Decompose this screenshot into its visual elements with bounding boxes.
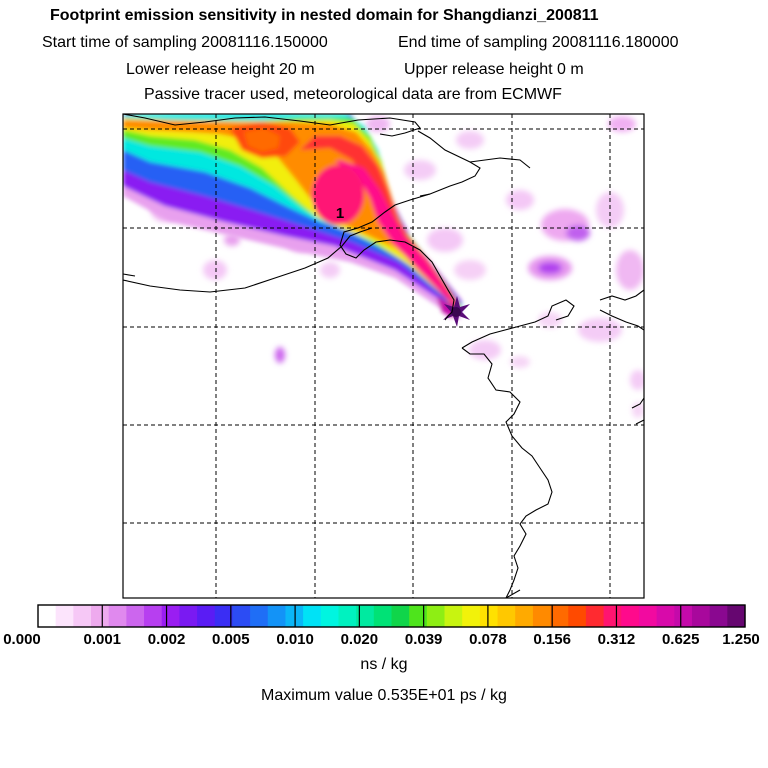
colorbar-cell [462, 605, 481, 627]
colorbar-tick-label: 0.156 [533, 631, 571, 648]
footprint-field: 1 [123, 114, 644, 598]
colorbar-tick-label: 0.005 [212, 631, 250, 648]
colorbar-tick-label: 0.001 [83, 631, 121, 648]
colorbar-tick-label: 0.000 [3, 631, 41, 648]
colorbar-tick-label: 0.020 [341, 631, 379, 648]
colorbar-separators [101, 605, 682, 627]
plot-title: Footprint emission sensitivity in nested… [50, 7, 599, 24]
maximum-value-text: Maximum value 0.535E+01 ps / kg [261, 687, 507, 704]
coastlines [123, 114, 644, 598]
colorbar-cell [161, 605, 180, 627]
upper-release-height-text: Upper release height 0 m [404, 61, 584, 78]
colorbar-cell [603, 605, 622, 627]
colorbar-cell [55, 605, 74, 627]
colorbar-cell [532, 605, 552, 627]
colorbar-tick-labels: 0.000 0.001 0.002 0.005 0.010 0.020 0.039 0.078… [3, 631, 760, 648]
colorbar-cell [515, 605, 534, 627]
colorbar-cell [214, 605, 234, 627]
colorbar-cell [197, 605, 216, 627]
colorbar-cell [250, 605, 269, 627]
colorbar-cell [656, 605, 675, 627]
colorbar-cell [267, 605, 287, 627]
map-frame [122, 113, 645, 599]
colorbar-tick-label: 0.002 [148, 631, 186, 648]
plume-label: 1 [336, 205, 344, 222]
colorbar-tick-label: 1.250 [722, 631, 760, 648]
tracer-info-text: Passive tracer used, meteorological data… [144, 86, 562, 103]
colorbar-cell [126, 605, 145, 627]
colorbar-tick-label: 0.010 [276, 631, 314, 648]
colorbar-cell [479, 605, 499, 627]
colorbar-unit-label: ns / kg [360, 656, 408, 673]
colorbar-cell [444, 605, 463, 627]
colorbar-cell [391, 605, 410, 627]
colorbar-cell [550, 605, 569, 627]
colorbar-cell [38, 605, 57, 627]
colorbar-cell [426, 605, 446, 627]
lower-release-height-text: Lower release height 20 m [126, 61, 315, 78]
colorbar-cell [727, 605, 746, 627]
colorbar-cell [179, 605, 198, 627]
receptor-site-marker [443, 296, 470, 327]
colorbar-cell [568, 605, 587, 627]
colorbar-tick-label: 0.039 [405, 631, 443, 648]
colorbar-cell [73, 605, 92, 627]
colorbar-cell [373, 605, 393, 627]
colorbar-cell [303, 605, 322, 627]
colorbar-frame [37, 604, 746, 628]
colorbar-cell [320, 605, 340, 627]
colorbar-cell [91, 605, 110, 627]
colorbar-cell [709, 605, 728, 627]
colorbar-cell [108, 605, 127, 627]
colorbar-cell [409, 605, 428, 627]
colorbar-cell [621, 605, 640, 627]
colorbar-cell [338, 605, 357, 627]
end-sampling-text: End time of sampling 20081116.180000 [398, 34, 679, 51]
colorbar-cell [674, 605, 693, 627]
colorbar-cell [356, 605, 375, 627]
colorbar-tick-label: 0.312 [598, 631, 636, 648]
main-plume [123, 114, 462, 320]
graticule [123, 114, 644, 598]
colorbar-cell [585, 605, 605, 627]
colorbar-cell [232, 605, 251, 627]
colorbar-cells [38, 605, 746, 627]
colorbar-cell [691, 605, 711, 627]
colorbar-cell [497, 605, 516, 627]
start-sampling-text: Start time of sampling 20081116.150000 [42, 34, 328, 51]
colorbar-cell [638, 605, 658, 627]
colorbar-tick-label: 0.625 [662, 631, 700, 648]
colorbar-cell [144, 605, 163, 627]
colorbar-tick-label: 0.078 [469, 631, 507, 648]
